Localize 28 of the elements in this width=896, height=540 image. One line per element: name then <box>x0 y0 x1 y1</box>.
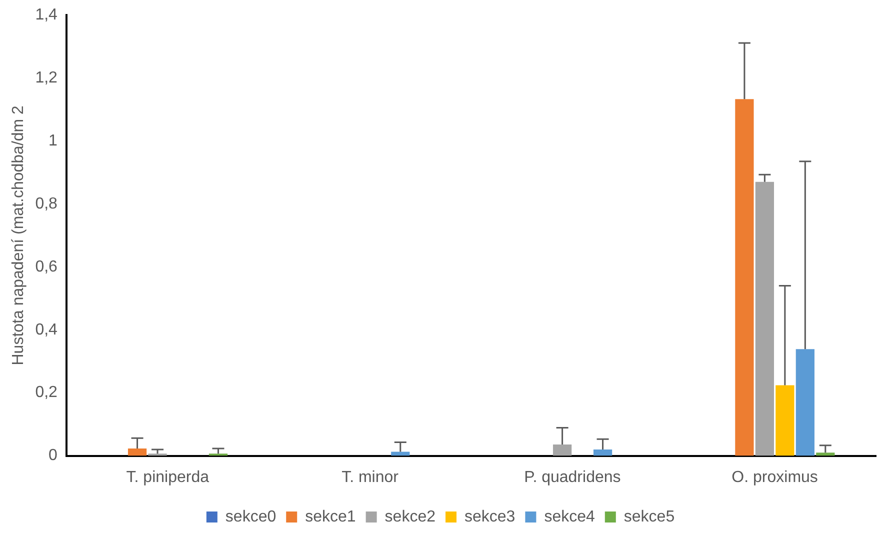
y-axis-title: Hustota napadení (mat.chodba/dm 2 <box>10 105 28 366</box>
bar <box>552 444 572 456</box>
x-tick-label: T. piniperda <box>126 468 210 486</box>
y-tick-label: 1,4 <box>35 6 58 24</box>
x-tick-label: P. quadridens <box>524 468 621 486</box>
legend-label: sekce3 <box>464 508 516 526</box>
bar <box>593 450 612 456</box>
y-tick-label: 0,4 <box>35 321 58 338</box>
legend-label: sekce5 <box>624 508 675 526</box>
y-tick-label: 0,2 <box>35 384 58 402</box>
bar <box>391 452 410 456</box>
x-tick-label: T. minor <box>342 468 400 486</box>
legend-label: sekce2 <box>384 508 436 526</box>
legend-label: sekce1 <box>305 508 356 526</box>
bar <box>776 385 794 456</box>
bar <box>796 349 814 456</box>
bar <box>128 448 147 456</box>
x-tick-label: O. proximus <box>732 468 818 486</box>
y-tick-label: 1,2 <box>35 69 58 86</box>
y-tick-label: 0,8 <box>35 195 58 212</box>
legend-label: sekce0 <box>225 508 276 526</box>
y-tick-label: 1 <box>48 132 58 150</box>
bar <box>735 99 754 456</box>
legend-label: sekce4 <box>544 508 595 526</box>
y-tick-label: 0,6 <box>35 258 58 276</box>
bar <box>816 452 835 456</box>
bar <box>755 182 774 456</box>
y-tick-label: 0 <box>48 447 58 464</box>
